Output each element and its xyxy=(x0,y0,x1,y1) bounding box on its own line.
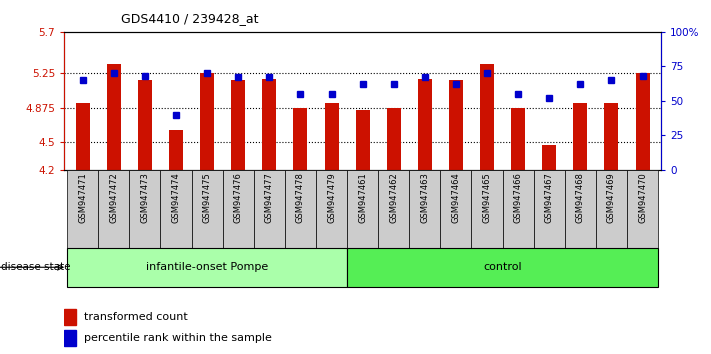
Text: GSM947467: GSM947467 xyxy=(545,172,554,223)
Text: GSM947478: GSM947478 xyxy=(296,172,305,223)
Bar xyxy=(356,110,370,170)
Text: GSM947466: GSM947466 xyxy=(513,172,523,223)
Text: GSM947475: GSM947475 xyxy=(203,172,212,223)
Bar xyxy=(347,170,378,248)
Bar xyxy=(316,170,347,248)
Bar xyxy=(596,170,627,248)
Text: GSM947468: GSM947468 xyxy=(576,172,585,223)
Text: GSM947462: GSM947462 xyxy=(389,172,398,223)
Bar xyxy=(534,170,565,248)
Bar xyxy=(511,108,525,170)
Bar xyxy=(138,80,152,170)
Bar xyxy=(418,79,432,170)
Bar xyxy=(565,170,596,248)
Bar xyxy=(285,170,316,248)
Text: GSM947474: GSM947474 xyxy=(171,172,181,223)
Bar xyxy=(75,103,90,170)
Bar xyxy=(604,103,619,170)
Text: transformed count: transformed count xyxy=(84,312,187,322)
Bar xyxy=(324,103,338,170)
Bar xyxy=(231,80,245,170)
Bar xyxy=(410,170,440,248)
Bar xyxy=(191,170,223,248)
Bar xyxy=(254,170,285,248)
Text: GSM947465: GSM947465 xyxy=(483,172,491,223)
Bar xyxy=(471,170,503,248)
Text: GSM947471: GSM947471 xyxy=(78,172,87,223)
Text: GSM947477: GSM947477 xyxy=(264,172,274,223)
Text: GSM947470: GSM947470 xyxy=(638,172,647,223)
Bar xyxy=(503,170,534,248)
Bar xyxy=(480,64,494,170)
Bar xyxy=(223,170,254,248)
Bar xyxy=(294,108,307,170)
Text: control: control xyxy=(483,262,522,272)
Bar xyxy=(387,108,401,170)
Bar xyxy=(262,79,277,170)
Bar xyxy=(347,248,658,287)
Bar xyxy=(107,64,121,170)
Bar xyxy=(636,73,650,170)
Bar xyxy=(67,248,347,287)
Bar xyxy=(627,170,658,248)
Bar xyxy=(449,80,463,170)
Bar xyxy=(542,145,556,170)
Text: GSM947479: GSM947479 xyxy=(327,172,336,223)
Text: GDS4410 / 239428_at: GDS4410 / 239428_at xyxy=(121,12,258,25)
Bar xyxy=(200,73,214,170)
Text: GSM947461: GSM947461 xyxy=(358,172,367,223)
Bar xyxy=(161,170,191,248)
Bar xyxy=(378,170,410,248)
Bar xyxy=(64,330,76,346)
Text: GSM947472: GSM947472 xyxy=(109,172,118,223)
Bar xyxy=(169,130,183,170)
Text: infantile-onset Pompe: infantile-onset Pompe xyxy=(146,262,268,272)
Bar xyxy=(64,309,76,325)
Text: GSM947463: GSM947463 xyxy=(420,172,429,223)
Text: GSM947473: GSM947473 xyxy=(140,172,149,223)
Bar xyxy=(67,170,98,248)
Text: GSM947464: GSM947464 xyxy=(451,172,461,223)
Bar xyxy=(573,103,587,170)
Text: disease state: disease state xyxy=(1,262,70,272)
Text: percentile rank within the sample: percentile rank within the sample xyxy=(84,333,272,343)
Bar xyxy=(440,170,471,248)
Text: GSM947469: GSM947469 xyxy=(607,172,616,223)
Bar xyxy=(98,170,129,248)
Bar xyxy=(129,170,161,248)
Text: GSM947476: GSM947476 xyxy=(234,172,242,223)
